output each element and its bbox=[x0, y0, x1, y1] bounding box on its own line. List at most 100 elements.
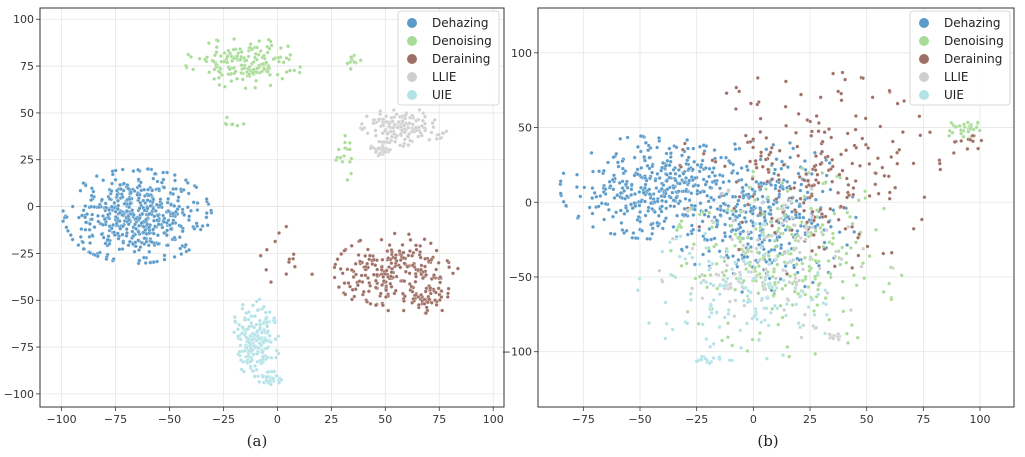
point-uie bbox=[232, 315, 237, 320]
point-deraining bbox=[951, 151, 956, 155]
point-dehazing bbox=[802, 159, 807, 163]
point-denoising bbox=[812, 309, 816, 313]
point-uie bbox=[781, 278, 786, 283]
point-dehazing bbox=[769, 182, 774, 187]
point-deraining bbox=[428, 241, 433, 246]
point-deraining bbox=[765, 179, 770, 184]
point-deraining bbox=[419, 263, 424, 268]
point-deraining bbox=[882, 173, 887, 178]
point-denoising bbox=[276, 55, 281, 60]
point-dehazing bbox=[87, 227, 92, 232]
x-tick-label: 75 bbox=[432, 413, 446, 426]
point-dehazing bbox=[705, 238, 710, 243]
point-dehazing bbox=[186, 191, 191, 196]
point-deraining bbox=[342, 281, 347, 286]
point-denoising bbox=[184, 63, 188, 68]
point-dehazing bbox=[597, 169, 602, 174]
point-uie bbox=[257, 341, 262, 346]
point-uie bbox=[761, 222, 766, 227]
legend-marker-dehazing bbox=[919, 18, 929, 28]
point-llie bbox=[700, 272, 705, 277]
point-deraining bbox=[852, 143, 857, 148]
point-denoising bbox=[787, 225, 792, 230]
point-uie bbox=[776, 280, 781, 285]
point-dehazing bbox=[674, 195, 679, 200]
point-dehazing bbox=[660, 165, 664, 170]
point-denoising bbox=[347, 147, 352, 152]
point-llie bbox=[384, 114, 389, 119]
point-deraining bbox=[392, 231, 397, 236]
point-uie bbox=[257, 318, 262, 323]
point-dehazing bbox=[602, 217, 607, 222]
grid bbox=[40, 8, 504, 407]
point-uie bbox=[260, 354, 265, 359]
point-uie bbox=[241, 359, 246, 364]
point-dehazing bbox=[83, 227, 88, 232]
point-uie bbox=[264, 378, 269, 383]
point-dehazing bbox=[636, 214, 641, 219]
point-dehazing bbox=[165, 243, 170, 248]
point-dehazing bbox=[709, 195, 714, 200]
point-dehazing bbox=[116, 198, 120, 203]
point-dehazing bbox=[692, 262, 697, 267]
point-uie bbox=[741, 298, 746, 303]
point-dehazing bbox=[617, 180, 622, 185]
x-tick-label: 50 bbox=[378, 413, 392, 426]
point-denoising bbox=[214, 50, 219, 55]
point-deraining bbox=[332, 275, 337, 280]
point-deraining bbox=[830, 157, 835, 162]
point-dehazing bbox=[654, 186, 659, 190]
point-dehazing bbox=[578, 194, 583, 199]
point-dehazing bbox=[781, 186, 786, 191]
point-denoising bbox=[841, 309, 846, 314]
point-denoising bbox=[882, 206, 886, 211]
point-denoising bbox=[887, 281, 892, 286]
point-deraining bbox=[805, 220, 810, 225]
point-dehazing bbox=[702, 212, 707, 217]
point-dehazing bbox=[172, 235, 177, 240]
point-uie bbox=[232, 330, 237, 335]
point-dehazing bbox=[822, 240, 827, 245]
point-denoising bbox=[227, 67, 232, 72]
point-denoising bbox=[789, 251, 793, 256]
point-llie bbox=[754, 246, 759, 251]
point-deraining bbox=[724, 91, 729, 96]
point-dehazing bbox=[696, 183, 701, 188]
point-dehazing bbox=[148, 260, 153, 265]
point-deraining bbox=[413, 279, 418, 284]
point-uie bbox=[233, 319, 238, 324]
point-dehazing bbox=[125, 183, 130, 187]
point-uie bbox=[677, 254, 682, 259]
point-denoising bbox=[722, 273, 727, 278]
point-dehazing bbox=[639, 165, 644, 170]
point-dehazing bbox=[89, 204, 94, 209]
point-uie bbox=[745, 300, 750, 305]
point-denoising bbox=[714, 261, 719, 266]
point-uie bbox=[762, 282, 767, 287]
point-dehazing bbox=[85, 212, 90, 217]
point-dehazing bbox=[592, 190, 597, 195]
point-deraining bbox=[732, 206, 737, 211]
point-denoising bbox=[820, 222, 825, 227]
point-uie bbox=[762, 318, 767, 323]
point-denoising bbox=[815, 303, 820, 308]
point-dehazing bbox=[64, 215, 69, 220]
point-uie bbox=[700, 322, 705, 327]
point-dehazing bbox=[576, 214, 581, 219]
point-deraining bbox=[291, 252, 296, 257]
point-dehazing bbox=[629, 202, 633, 207]
point-uie bbox=[745, 261, 750, 266]
y-tick-label: 50 bbox=[518, 122, 532, 135]
point-denoising bbox=[280, 76, 285, 81]
point-llie bbox=[783, 203, 788, 208]
point-denoising bbox=[679, 225, 684, 230]
point-dehazing bbox=[142, 208, 147, 213]
point-denoising bbox=[851, 273, 856, 278]
point-dehazing bbox=[561, 199, 566, 204]
point-dehazing bbox=[710, 170, 715, 175]
point-dehazing bbox=[632, 155, 637, 160]
point-dehazing bbox=[653, 178, 658, 183]
point-denoising bbox=[802, 255, 807, 260]
point-dehazing bbox=[129, 190, 133, 195]
point-denoising bbox=[725, 335, 730, 340]
